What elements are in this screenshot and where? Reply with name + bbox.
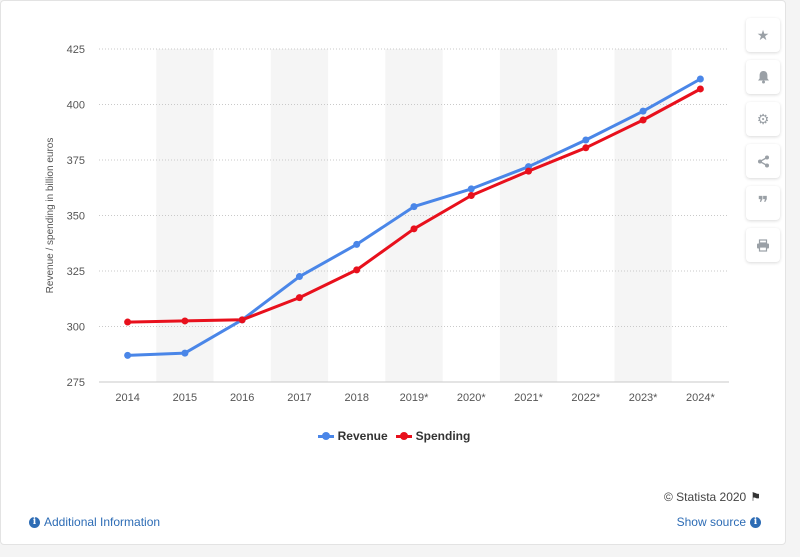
data-point-revenue[interactable] (696, 75, 704, 83)
data-point-spending[interactable] (696, 85, 704, 93)
x-tick-label: 2016 (230, 392, 254, 404)
y-tick-label: 275 (67, 377, 85, 389)
y-tick-label: 300 (67, 322, 85, 334)
notification-button[interactable] (746, 60, 780, 94)
print-button[interactable] (746, 228, 780, 262)
data-point-revenue[interactable] (582, 136, 590, 144)
series-points (124, 75, 704, 359)
data-point-spending[interactable] (353, 266, 361, 274)
data-point-spending[interactable] (181, 317, 189, 325)
quote-icon: ❞ (757, 192, 769, 213)
share-button[interactable] (746, 144, 780, 178)
y-tick-label: 350 (67, 211, 85, 223)
cite-button[interactable]: ❞ (746, 186, 780, 220)
data-point-revenue[interactable] (181, 349, 189, 357)
x-tick-label: 2023* (629, 392, 658, 404)
grid-lines (99, 48, 729, 383)
x-tick-label: 2014 (115, 392, 139, 404)
info-icon: i (750, 516, 761, 528)
show-source-label: Show source (676, 515, 746, 529)
data-point-revenue[interactable] (410, 203, 418, 211)
data-point-spending[interactable] (467, 192, 475, 200)
x-tick-label: 2018 (344, 392, 368, 404)
legend-item-revenue[interactable]: Revenue (317, 429, 388, 443)
data-point-revenue[interactable] (467, 185, 475, 193)
data-point-revenue[interactable] (295, 273, 303, 281)
settings-button[interactable]: ⚙ (746, 102, 780, 136)
x-tick-label: 2022* (571, 392, 600, 404)
data-point-revenue[interactable] (124, 351, 132, 359)
data-point-spending[interactable] (124, 318, 132, 326)
info-icon: i (29, 516, 40, 528)
data-point-spending[interactable] (295, 294, 303, 302)
x-axis-ticks: 2014 2015 2016 2017 2018 2019* 2020* 2021* 2022*… (115, 392, 715, 404)
x-tick-label: 2017 (287, 392, 311, 404)
y-axis-label: Revenue / spending in billion euros (45, 138, 56, 294)
star-icon: ★ (756, 26, 770, 43)
data-point-spending[interactable] (525, 167, 533, 175)
bell-icon (757, 71, 769, 84)
side-toolbar: ★ ⚙ ❞ (746, 18, 780, 270)
y-axis-ticks: 275 300 325 350 375 400 425 (67, 44, 85, 389)
y-tick-label: 400 (67, 100, 85, 112)
flag-icon[interactable]: ⚑ (750, 490, 761, 504)
legend-swatch-revenue (317, 431, 334, 440)
share-icon (757, 155, 769, 167)
copyright: © Statista 2020 ⚑ (664, 490, 761, 504)
data-point-revenue[interactable] (639, 107, 647, 115)
y-tick-label: 375 (67, 155, 85, 167)
print-icon (757, 238, 769, 252)
gear-icon: ⚙ (756, 110, 770, 127)
y-tick-label: 425 (67, 44, 85, 56)
data-point-spending[interactable] (410, 225, 418, 233)
data-point-spending[interactable] (582, 144, 590, 152)
legend-label-spending: Spending (415, 429, 471, 443)
show-source-link[interactable]: Show source i (677, 515, 761, 529)
x-tick-label: 2021* (514, 392, 543, 404)
data-point-spending[interactable] (238, 316, 246, 324)
legend-label-revenue: Revenue (337, 429, 388, 443)
x-tick-label: 2019* (400, 392, 429, 404)
x-tick-label: 2015 (173, 392, 197, 404)
additional-information-link[interactable]: i Additional Information (29, 515, 160, 529)
data-point-revenue[interactable] (353, 240, 361, 248)
favorite-button[interactable]: ★ (746, 18, 780, 52)
data-point-spending[interactable] (639, 116, 647, 124)
additional-information-label: Additional Information (44, 515, 161, 529)
legend: Revenue Spending (1, 429, 787, 443)
legend-item-spending[interactable]: Spending (395, 429, 471, 443)
copyright-text: © Statista 2020 (664, 490, 747, 504)
legend-swatch-spending (395, 431, 412, 440)
x-tick-label: 2024* (686, 392, 715, 404)
y-tick-label: 325 (67, 266, 85, 278)
x-tick-label: 2020* (457, 392, 486, 404)
chart-card: 275 300 325 350 375 400 425 2014 2015 2016 2017 20… (0, 0, 786, 545)
